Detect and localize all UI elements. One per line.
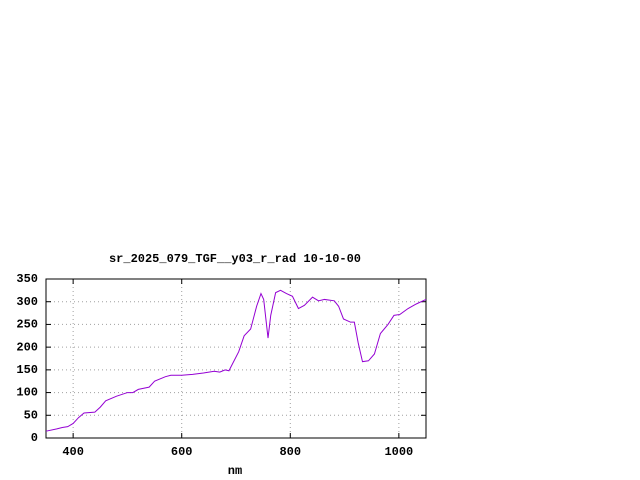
- y-tick-label: 150: [16, 363, 38, 377]
- data-line: [45, 289, 427, 432]
- chart-title: sr_2025_079_TGF__y03_r_rad 10-10-00: [109, 252, 361, 266]
- x-tick-label: 1000: [384, 445, 413, 459]
- plot-border: [45, 278, 427, 439]
- y-tick-label: 200: [16, 340, 38, 354]
- y-tick-label: 100: [16, 386, 38, 400]
- y-tick-label: 300: [16, 295, 38, 309]
- y-tick-label: 350: [16, 272, 38, 286]
- x-tick-label: 800: [279, 445, 301, 459]
- x-tick-label: 400: [62, 445, 84, 459]
- y-tick-label: 0: [31, 431, 38, 445]
- y-tick-label: 250: [16, 318, 38, 332]
- y-tick-label: 50: [24, 408, 38, 422]
- x-tick-label: 600: [171, 445, 193, 459]
- x-axis-label: nm: [228, 464, 242, 478]
